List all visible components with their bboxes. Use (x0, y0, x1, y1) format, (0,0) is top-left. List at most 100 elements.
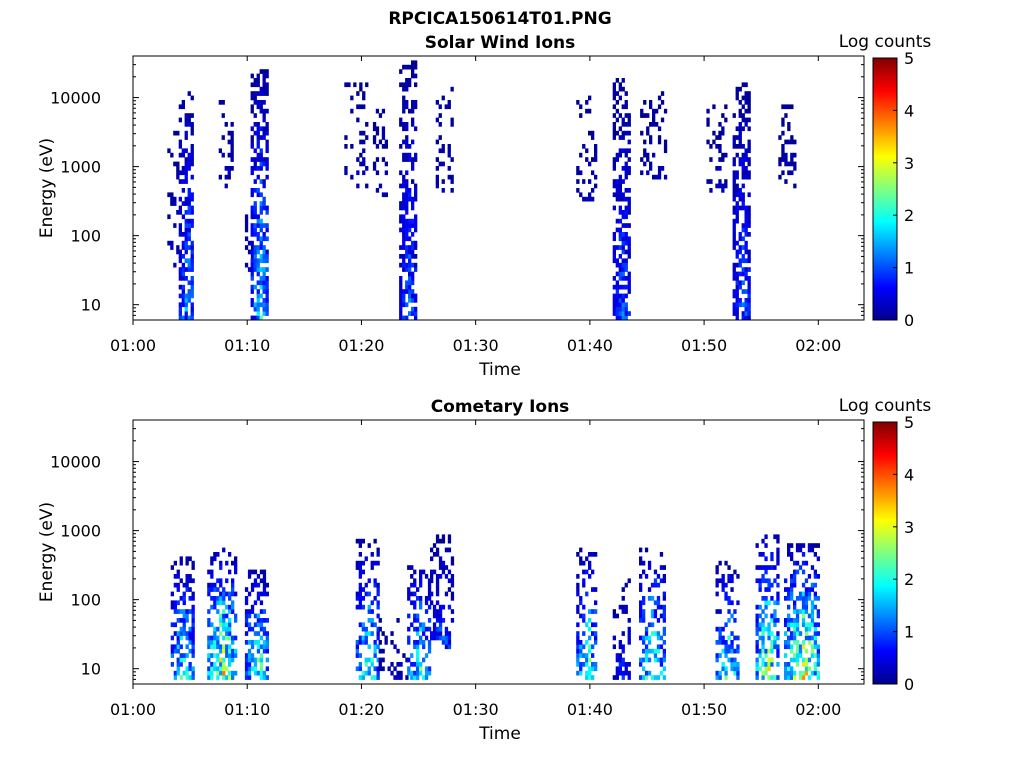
y-axis-label: Energy (eV) (37, 138, 57, 238)
spectrogram-cell (594, 622, 598, 628)
spectrogram-cell (715, 569, 719, 575)
spectrogram-cell (618, 271, 622, 277)
spectrogram-cell (755, 578, 759, 584)
spectrogram-cell (612, 91, 616, 96)
spectrogram-cell (618, 227, 622, 233)
spectrogram-cell (250, 82, 254, 88)
spectrogram-cell (187, 152, 191, 158)
spectrogram-cell (262, 271, 266, 277)
spectrogram-cell (627, 626, 631, 632)
spectrogram-cell (738, 108, 742, 114)
spectrogram-cell (190, 174, 194, 180)
spectrogram-cell (733, 569, 737, 575)
spectrogram-cell (647, 596, 652, 601)
spectrogram-cell (253, 670, 258, 676)
spectrogram-cell (372, 161, 377, 167)
spectrogram-cell (422, 640, 426, 645)
spectrogram-cell (627, 201, 631, 206)
spectrogram-cell (405, 104, 409, 110)
spectrogram-cell (411, 205, 415, 211)
spectrogram-cell (810, 648, 815, 654)
spectrogram-cell (627, 139, 631, 145)
spectrogram-cell (761, 631, 765, 636)
spectrogram-cell (585, 640, 589, 645)
spectrogram-cell (761, 609, 765, 614)
spectrogram-cell (585, 622, 589, 628)
spectrogram-cell (228, 653, 232, 658)
spectrogram-cell (181, 170, 185, 176)
spectrogram-cell (253, 245, 257, 250)
spectrogram-cell (424, 574, 429, 579)
spectrogram-cell (738, 249, 742, 255)
spectrogram-cell (210, 635, 214, 641)
spectrogram-cell (213, 587, 217, 592)
spectrogram-cell (444, 640, 449, 645)
spectrogram-cell (653, 613, 658, 619)
spectrogram-cell (414, 214, 418, 220)
spectrogram-cell (414, 188, 418, 193)
spectrogram-cell (647, 560, 652, 566)
spectrogram-cell (411, 60, 415, 66)
spectrogram-cell (399, 122, 403, 127)
spectrogram-cell (184, 293, 188, 299)
spectrogram-cell (259, 236, 263, 242)
spectrogram-cell (761, 675, 765, 680)
spectrogram-cell (250, 315, 254, 321)
spectrogram-cell (424, 670, 429, 676)
spectrogram-cell (399, 82, 403, 88)
spectrogram-cell (643, 152, 647, 158)
spectrogram-cell (615, 302, 619, 308)
spectrogram-cell (652, 122, 656, 127)
spectrogram-cell (576, 640, 580, 645)
spectrogram-cell (265, 210, 269, 215)
spectrogram-cell (657, 126, 662, 132)
spectrogram-cell (591, 196, 595, 202)
spectrogram-cell (414, 240, 418, 246)
spectrogram-cell (790, 139, 794, 145)
spectrogram-cell (256, 135, 260, 140)
plot-frame (132, 55, 865, 321)
spectrogram-cell (787, 618, 791, 623)
spectrogram-cell (178, 271, 182, 277)
spectrogram-cell (181, 254, 185, 259)
spectrogram-cell (262, 205, 266, 211)
spectrogram-cell (358, 582, 362, 588)
spectrogram-cell (718, 578, 722, 584)
spectrogram-cell (618, 276, 622, 281)
spectrogram-cell (621, 135, 625, 140)
spectrogram-cell (259, 618, 264, 623)
spectrogram-cell (810, 613, 815, 619)
spectrogram-cell (773, 644, 777, 650)
spectrogram-cell (770, 613, 774, 619)
spectrogram-cell (615, 657, 619, 663)
spectrogram-cell (662, 613, 666, 619)
spectrogram-cell (402, 100, 406, 105)
colorbar-tick-label: 2 (904, 206, 914, 225)
spectrogram-cell (222, 618, 226, 623)
spectrogram-cell (706, 139, 710, 145)
spectrogram-cell (721, 666, 725, 672)
spectrogram-cell (187, 289, 191, 294)
spectrogram-cell (801, 675, 806, 680)
spectrogram-cell (250, 267, 254, 272)
spectrogram-cell (653, 657, 658, 663)
spectrogram-cell (621, 675, 625, 680)
spectrogram-cell (265, 174, 269, 180)
spectrogram-cell (741, 205, 745, 211)
spectrogram-cell (733, 657, 737, 663)
spectrogram-cell (784, 161, 788, 167)
spectrogram-cell (244, 662, 249, 667)
spectrogram-cell (247, 591, 252, 597)
spectrogram-cell (612, 249, 616, 255)
spectrogram-cell (764, 653, 768, 658)
spectrogram-cell (781, 148, 785, 154)
spectrogram-cell (384, 635, 388, 641)
spectrogram-cell (219, 578, 223, 584)
spectrogram-cell (184, 196, 188, 202)
spectrogram-cell (621, 271, 625, 277)
spectrogram-cell (741, 258, 745, 264)
spectrogram-cell (378, 139, 383, 145)
spectrogram-cell (227, 170, 231, 176)
spectrogram-cell (732, 311, 736, 316)
spectrogram-cell (793, 670, 797, 676)
